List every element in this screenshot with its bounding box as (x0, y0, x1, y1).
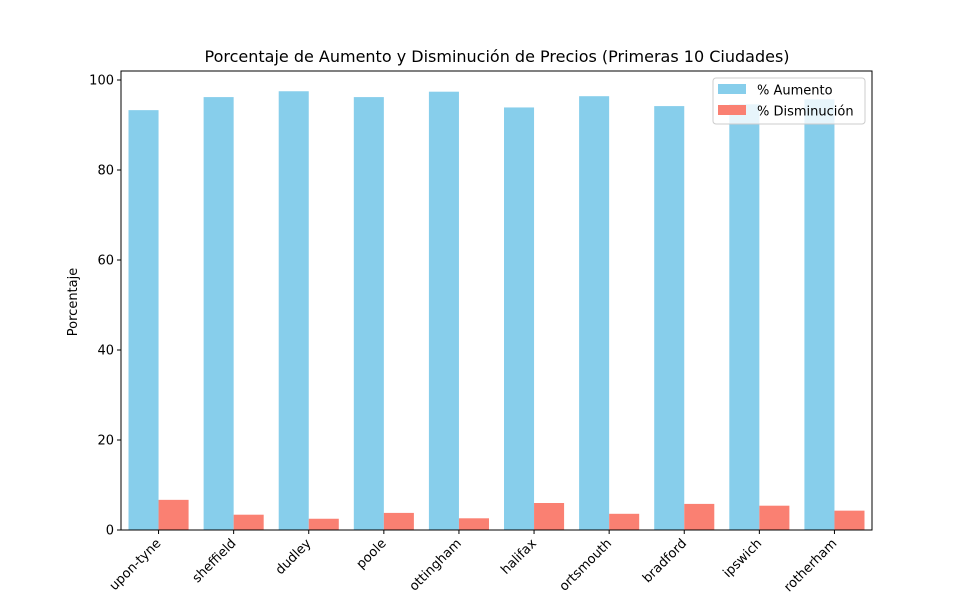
y-axis-ticks: 0 20 40 60 80 100 (89, 74, 121, 539)
bar-disminucion-sheffield (233, 514, 264, 530)
bar-aumento-dudley (278, 91, 309, 530)
legend-label-aumento: % Aumento (757, 84, 833, 99)
bar-aumento-ottingham (428, 91, 459, 530)
y-tick-label: 100 (89, 74, 114, 89)
bar-aumento-ortsmouth (579, 96, 610, 530)
bars-group (128, 91, 865, 531)
bar-aumento-upon-tyne (128, 110, 159, 531)
legend-label-disminucion: % Disminución (757, 105, 854, 120)
bar-aumento-sheffield (203, 97, 234, 530)
bar-aumento-rotherham (804, 99, 835, 530)
y-tick-label: 60 (97, 254, 114, 269)
legend: % Aumento % Disminución (712, 77, 866, 125)
y-tick-label: 80 (97, 164, 114, 179)
bar-disminucion-bradford (684, 503, 715, 530)
y-tick-label: 0 (106, 524, 114, 539)
bar-aumento-poole (353, 97, 384, 530)
bar-disminucion-poole (383, 512, 414, 530)
bar-disminucion-upon-tyne (158, 499, 189, 530)
bar-aumento-bradford (654, 106, 685, 530)
bar-disminucion-halifax (534, 503, 565, 530)
legend-swatch-aumento (718, 84, 746, 94)
y-axis-label: Porcentaje (66, 268, 81, 336)
legend-box (712, 77, 866, 125)
bar-aumento-ipswich (729, 104, 760, 531)
y-tick-label: 20 (97, 434, 114, 449)
chart-title: Porcentaje de Aumento y Disminución de P… (204, 47, 789, 66)
bar-disminucion-ottingham (458, 518, 489, 530)
legend-swatch-disminucion (718, 105, 746, 115)
bar-disminucion-ortsmouth (609, 513, 640, 530)
bar-disminucion-dudley (308, 518, 339, 530)
y-tick-label: 40 (97, 344, 114, 359)
plot-frame (120, 70, 873, 531)
bar-disminucion-rotherham (834, 510, 865, 530)
bar-disminucion-ipswich (759, 505, 790, 530)
bar-aumento-halifax (504, 107, 535, 530)
